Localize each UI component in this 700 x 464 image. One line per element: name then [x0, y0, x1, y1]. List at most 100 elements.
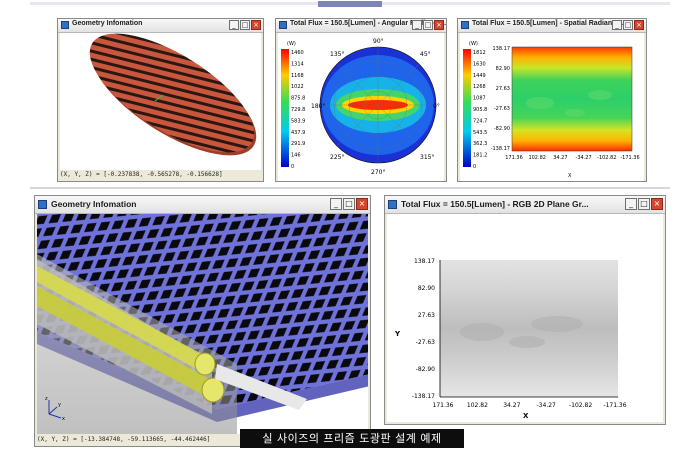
scale-value-label: 437.9	[291, 130, 305, 136]
scale-value-label: 181.2	[473, 153, 487, 159]
maximize-button[interactable]: □	[638, 198, 650, 210]
scale-value-label: 905.8	[473, 107, 487, 113]
x-tick-label: -102.82	[597, 155, 616, 161]
x-tick-label: -171.36	[603, 402, 626, 409]
scale-unit: (W)	[287, 41, 296, 47]
y-tick-label: -138.17	[412, 393, 435, 400]
angle-label-right: 0°	[433, 103, 440, 110]
scale-value-label: 1449	[473, 73, 486, 79]
angle-label-upper-left: 135°	[330, 51, 344, 58]
window-spatial-radiance[interactable]: Total Flux = 150.5[Lumen] - Spatial Radi…	[457, 18, 647, 182]
window-title: Total Flux = 150.5[Lumen] - Spatial Radi…	[472, 20, 626, 27]
window-geometry-info-bottom[interactable]: Geometry Infomation _ □ ×	[34, 195, 371, 447]
x-tick-label: -34.27	[576, 155, 592, 161]
x-tick-label: 171.36	[505, 155, 523, 161]
x-tick-label: 102.82	[528, 155, 546, 161]
window-angular-radiance[interactable]: Total Flux = 150.5[Lumen] - Angular Radi…	[275, 18, 447, 182]
top-decor-mark	[318, 1, 382, 7]
titlebar[interactable]: Geometry Infomation _ □ ×	[35, 196, 370, 214]
angle-label-left: 180°	[311, 103, 325, 110]
window-geometry-info-top[interactable]: Geometry Infomation _ □ × (X, Y, Z) = [-…	[57, 18, 264, 182]
scale-value-label: 0	[473, 164, 476, 170]
scale-value-label: 146	[291, 153, 301, 159]
window-title: Geometry Infomation	[51, 199, 137, 209]
y-tick-label: -27.63	[416, 339, 436, 346]
scale-value-label: 583.9	[291, 118, 305, 124]
angle-label-upper-right: 45°	[420, 51, 431, 58]
x-tick-label: -171.36	[620, 155, 639, 161]
y-tick-label: 27.63	[496, 86, 510, 92]
x-axis-label: X	[568, 173, 572, 179]
polar-radiance-chart: (W) 1460131411681022875.8729.8583.9437.9…	[281, 38, 440, 176]
rgb-plane-chart: 138.17 82.90 27.63 -27.63 -82.90 -138.17 171.3…	[394, 258, 627, 420]
angle-label-lower-left: 225°	[330, 154, 344, 161]
titlebar[interactable]: Total Flux = 150.5[Lumen] - Spatial Radi…	[458, 19, 646, 33]
titlebar[interactable]: Geometry Infomation _ □ ×	[58, 19, 263, 33]
titlebar[interactable]: Total Flux = 150.5[Lumen] - Angular Radi…	[276, 19, 446, 33]
minimize-button[interactable]: _	[625, 198, 637, 210]
scale-value-label: 1268	[473, 84, 486, 90]
maximize-button[interactable]: □	[240, 20, 250, 30]
axis-label-z: z	[45, 396, 48, 402]
scale-unit: (W)	[469, 41, 478, 47]
color-scale-bar	[281, 49, 289, 167]
close-button[interactable]: ×	[434, 20, 444, 30]
scale-value-label: 1812	[473, 50, 486, 56]
minimize-button[interactable]: _	[412, 20, 422, 30]
x-tick-label: 171.36	[433, 402, 454, 409]
section-divider	[30, 187, 670, 189]
scale-value-label: 1460	[291, 50, 304, 56]
status-coordinates: (X, Y, Z) = [-0.237838, -0.565278, -0.15…	[60, 170, 261, 180]
close-button[interactable]: ×	[634, 20, 644, 30]
app-icon	[61, 21, 69, 29]
maximize-button[interactable]: □	[423, 20, 433, 30]
scale-value-label: 362.3	[473, 141, 487, 147]
app-icon	[461, 21, 469, 29]
app-icon	[38, 200, 47, 209]
scale-value-label: 1630	[473, 61, 486, 67]
y-tick-label: 138.17	[493, 46, 511, 52]
scale-value-label: 1168	[291, 73, 304, 79]
axis-label-y: y	[58, 402, 61, 408]
color-scale-bar	[463, 49, 471, 167]
app-icon	[279, 21, 287, 29]
window-title: Total Flux = 150.5[Lumen] - RGB 2D Plane…	[401, 199, 589, 209]
close-button[interactable]: ×	[651, 198, 663, 210]
y-tick-label: 27.63	[418, 312, 435, 319]
scale-value-label: 0	[291, 164, 294, 170]
y-tick-label: -82.90	[494, 126, 510, 132]
titlebar[interactable]: Total Flux = 150.5[Lumen] - RGB 2D Plane…	[385, 196, 665, 214]
figure-caption: 실 사이즈의 프리즘 도광판 설계 예제	[240, 429, 464, 448]
rgb-plot-area: 138.17 82.90 27.63 -27.63 -82.90 -138.17 171.3…	[387, 214, 663, 422]
axis-label-x: x	[62, 416, 65, 422]
prism-lightguide-render: z x y	[37, 214, 368, 434]
scale-value-label: 724.7	[473, 118, 487, 124]
window-rgb-2d-plane[interactable]: Total Flux = 150.5[Lumen] - RGB 2D Plane…	[384, 195, 666, 425]
minimize-button[interactable]: _	[612, 20, 622, 30]
maximize-button[interactable]: □	[343, 198, 355, 210]
x-tick-label: -102.82	[569, 402, 592, 409]
angle-label-top: 90°	[373, 38, 384, 45]
viewport-3d[interactable]: z x y	[37, 214, 368, 434]
y-tick-label: -27.63	[494, 106, 510, 112]
minimize-button[interactable]: _	[330, 198, 342, 210]
angle-label-lower-right: 315°	[420, 154, 434, 161]
x-tick-label: 34.27	[503, 402, 520, 409]
scale-value-label: 729.8	[291, 107, 305, 113]
elliptical-plate-render	[89, 33, 257, 156]
y-axis-label: Y	[394, 330, 401, 338]
spatial-radiance-chart: (W) 1812 1630 1449 1268 1087 905.8 724.7 543.5 3…	[463, 41, 640, 179]
close-button[interactable]: ×	[356, 198, 368, 210]
scale-value-label: 1314	[291, 61, 304, 67]
minimize-button[interactable]: _	[229, 20, 239, 30]
viewport-3d[interactable]	[60, 33, 261, 170]
x-axis-label: X	[523, 412, 529, 420]
polar-plot-area: (W) 1460 1314 1168 1022 875.8 729.8 583.9 437.9…	[278, 33, 444, 181]
status-coordinates: (X, Y, Z) = [-13.384748, -59.113665, -44…	[37, 435, 368, 445]
maximize-button[interactable]: □	[623, 20, 633, 30]
scale-value-label: 1087	[473, 96, 486, 102]
light-source-rod	[37, 286, 209, 398]
angle-label-bottom: 270°	[371, 169, 385, 176]
window-title: Geometry Infomation	[72, 20, 143, 27]
close-button[interactable]: ×	[251, 20, 261, 30]
